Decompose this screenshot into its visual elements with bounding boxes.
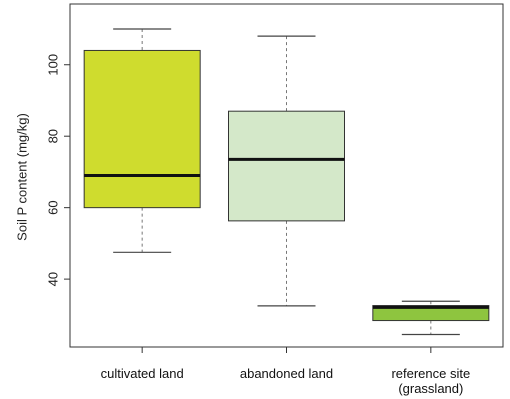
category-3-label-line: reference site [391, 366, 471, 381]
y-axis-label: Soil P content (mg/kg) [14, 113, 30, 241]
boxes [83, 28, 490, 336]
category-1-label: cultivated land [67, 366, 217, 381]
category-2-label-line: abandoned land [239, 366, 334, 381]
category-2-label: abandoned land [212, 366, 362, 381]
category-1-box [83, 49, 201, 209]
x-axis [141, 347, 432, 353]
y-axis: 40 60 80 100 [45, 54, 70, 286]
y-tick-label-80: 80 [45, 129, 60, 143]
category-3-label: reference site (grassland) [356, 366, 506, 396]
category-3-box [372, 305, 490, 322]
y-tick-label-40: 40 [45, 272, 60, 286]
y-tick-label-100: 100 [45, 54, 60, 76]
category-1-label-line: cultivated land [100, 366, 184, 381]
category-2-box [228, 110, 345, 222]
category-3-label-line: (grassland) [398, 381, 464, 396]
y-tick-label-60: 60 [45, 200, 60, 214]
